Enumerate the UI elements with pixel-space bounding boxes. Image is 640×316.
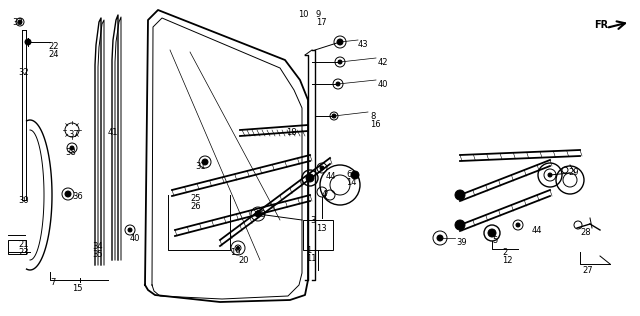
Text: 44: 44: [532, 226, 543, 235]
Text: 6: 6: [346, 170, 351, 179]
Text: 5: 5: [492, 236, 497, 245]
Text: FR.: FR.: [594, 20, 612, 30]
Circle shape: [455, 220, 465, 230]
Text: 39: 39: [255, 210, 266, 219]
Text: 15: 15: [72, 284, 83, 293]
Text: 42: 42: [378, 58, 388, 67]
Circle shape: [18, 20, 22, 24]
Text: 33: 33: [12, 18, 23, 27]
Circle shape: [516, 223, 520, 227]
Text: 10: 10: [298, 10, 308, 19]
Text: 36: 36: [72, 192, 83, 201]
Text: 40: 40: [378, 80, 388, 89]
Circle shape: [351, 171, 359, 179]
Text: 11: 11: [306, 254, 317, 263]
Bar: [303, 220, 333, 250]
Text: 7: 7: [50, 278, 56, 287]
Circle shape: [320, 166, 324, 170]
Circle shape: [237, 246, 239, 250]
Text: 38: 38: [65, 148, 76, 157]
Circle shape: [337, 39, 343, 45]
Circle shape: [548, 173, 552, 177]
Text: 43: 43: [358, 40, 369, 49]
Circle shape: [332, 114, 336, 118]
Text: 9: 9: [316, 10, 321, 19]
Circle shape: [128, 228, 132, 232]
Text: 44: 44: [326, 172, 337, 181]
Text: 2: 2: [502, 248, 508, 257]
Text: 1: 1: [306, 246, 311, 255]
Circle shape: [488, 229, 496, 237]
Text: 19: 19: [230, 248, 241, 257]
Text: 26: 26: [190, 202, 200, 211]
Text: 4: 4: [322, 190, 327, 199]
Text: 41: 41: [108, 128, 118, 137]
Text: 13: 13: [316, 224, 326, 233]
Text: 18: 18: [286, 128, 296, 137]
Text: 31: 31: [195, 162, 205, 171]
Circle shape: [336, 82, 340, 86]
Text: 35: 35: [92, 250, 102, 259]
Circle shape: [455, 190, 465, 200]
Text: 39: 39: [456, 238, 467, 247]
Text: 14: 14: [346, 178, 356, 187]
Text: 24: 24: [48, 50, 58, 59]
Text: 25: 25: [190, 194, 200, 203]
Circle shape: [255, 211, 261, 217]
Circle shape: [202, 159, 208, 165]
Text: 21: 21: [18, 240, 29, 249]
Text: 16: 16: [370, 120, 381, 129]
Text: 22: 22: [48, 42, 58, 51]
Circle shape: [437, 235, 443, 241]
Text: 12: 12: [502, 256, 513, 265]
Text: 29: 29: [568, 168, 579, 177]
Text: 37: 37: [68, 130, 79, 139]
Text: 27: 27: [582, 266, 593, 275]
Circle shape: [338, 60, 342, 64]
Text: 28: 28: [580, 228, 591, 237]
Text: 34: 34: [92, 242, 102, 251]
Text: 3: 3: [310, 216, 316, 225]
Text: 17: 17: [316, 18, 326, 27]
Text: 32: 32: [18, 68, 29, 77]
Circle shape: [306, 174, 314, 182]
Text: 30: 30: [18, 196, 29, 205]
Bar: [8, 240, 26, 254]
Text: 23: 23: [18, 248, 29, 257]
Circle shape: [25, 39, 31, 45]
Circle shape: [70, 146, 74, 150]
Circle shape: [65, 191, 71, 197]
Text: 8: 8: [370, 112, 376, 121]
Text: 40: 40: [130, 234, 141, 243]
Text: 20: 20: [238, 256, 248, 265]
